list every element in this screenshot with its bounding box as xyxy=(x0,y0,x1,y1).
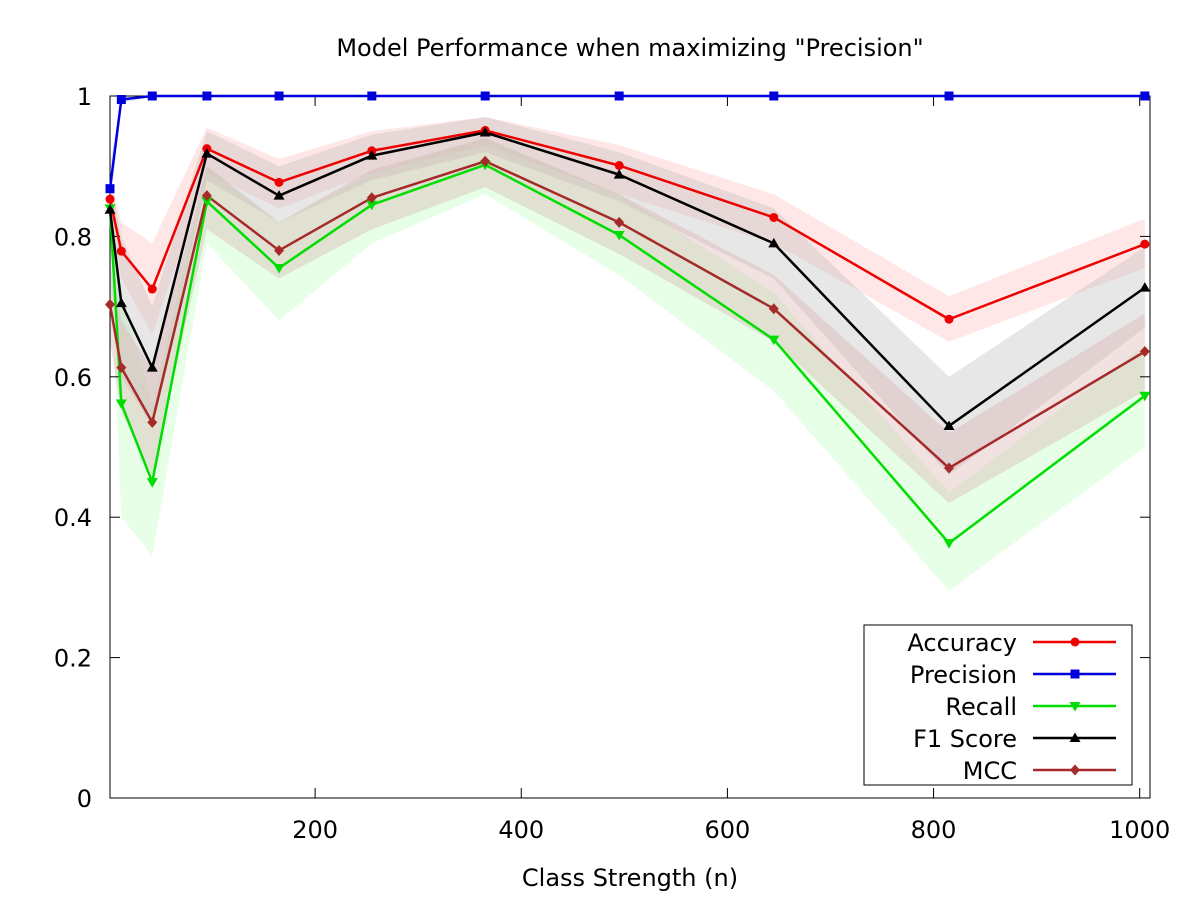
data-point-recall xyxy=(613,230,625,241)
legend-marker-recall xyxy=(1069,702,1081,712)
data-point-recall xyxy=(201,197,213,207)
data-point-accuracy xyxy=(274,177,284,187)
error-bands xyxy=(110,96,1145,591)
band-accuracy xyxy=(110,117,1145,342)
data-point-f1-score xyxy=(366,150,378,160)
legend-label-accuracy: Accuracy xyxy=(907,629,1017,657)
data-point-f1-score xyxy=(613,169,625,179)
data-point-accuracy xyxy=(147,284,157,294)
band-recall xyxy=(110,138,1145,591)
data-point-f1-score xyxy=(943,420,955,430)
data-point-mcc xyxy=(768,303,779,315)
legend-label-recall: Recall xyxy=(945,693,1017,721)
data-point-recall xyxy=(115,399,127,409)
data-point-precision xyxy=(367,91,377,101)
legend-marker-accuracy xyxy=(1070,637,1080,647)
data-point-precision xyxy=(105,184,115,194)
data-point-f1-score xyxy=(1139,282,1151,292)
data-point-precision xyxy=(480,91,490,101)
legend-label-f1-score: F1 Score xyxy=(913,725,1017,753)
data-point-accuracy xyxy=(769,212,779,222)
data-point-mcc xyxy=(480,155,491,167)
y-tick-label: 0.8 xyxy=(54,223,92,251)
data-point-f1-score xyxy=(273,190,285,200)
data-point-recall xyxy=(943,539,955,549)
legend-label-mcc: MCC xyxy=(963,757,1017,785)
x-tick-label: 600 xyxy=(704,816,750,844)
legend-marker-f1-score xyxy=(1069,732,1081,742)
data-point-mcc xyxy=(944,462,955,474)
data-point-mcc xyxy=(105,298,115,310)
y-tick-label: 0.6 xyxy=(54,364,92,392)
x-tick-label: 800 xyxy=(911,816,957,844)
legend-label-precision: Precision xyxy=(910,661,1017,689)
y-tick-label: 0.4 xyxy=(54,504,92,532)
data-point-f1-score xyxy=(479,127,491,137)
data-point-recall xyxy=(366,200,378,211)
data-point-accuracy xyxy=(614,160,624,170)
legend: Accuracy Precision Recall F1 Score MCC xyxy=(863,624,1133,786)
data-point-recall xyxy=(273,263,285,274)
data-point-accuracy xyxy=(944,314,954,324)
data-point-mcc xyxy=(1139,346,1150,358)
chart-title: Model Performance when maximizing "Preci… xyxy=(336,34,923,62)
series-markers xyxy=(104,91,1151,549)
data-point-recall xyxy=(768,335,780,346)
legend-marker-mcc xyxy=(1070,764,1080,776)
data-point-mcc xyxy=(274,244,285,256)
x-axis-label: Class Strength (n) xyxy=(522,864,738,892)
data-point-mcc xyxy=(116,362,127,374)
legend-marker-precision xyxy=(1070,669,1080,679)
data-point-precision xyxy=(769,91,779,101)
data-point-precision xyxy=(1140,91,1150,101)
data-point-f1-score xyxy=(201,148,213,158)
y-tick-label: 0.2 xyxy=(54,645,92,673)
data-point-precision xyxy=(147,91,157,101)
y-tick-label: 1 xyxy=(77,83,92,111)
data-point-precision xyxy=(202,91,212,101)
data-point-f1-score xyxy=(768,237,780,248)
data-point-precision xyxy=(116,95,126,105)
data-point-mcc xyxy=(366,192,377,204)
data-point-mcc xyxy=(614,216,625,228)
data-point-accuracy xyxy=(116,246,126,256)
x-tick-label: 400 xyxy=(498,816,544,844)
x-tick-label: 1000 xyxy=(1109,816,1170,844)
data-point-precision xyxy=(274,91,284,101)
data-point-mcc xyxy=(147,416,158,428)
y-tick-label: 0 xyxy=(77,785,92,813)
band-f1-score xyxy=(110,117,1145,476)
data-point-accuracy xyxy=(105,194,115,204)
data-point-f1-score xyxy=(104,204,116,214)
x-tick-label: 200 xyxy=(292,816,338,844)
data-point-precision xyxy=(944,91,954,101)
data-point-f1-score xyxy=(146,362,158,372)
data-point-recall xyxy=(146,478,158,488)
data-point-mcc xyxy=(201,190,212,202)
data-point-f1-score xyxy=(115,297,127,308)
data-point-precision xyxy=(614,91,624,101)
data-point-recall xyxy=(1139,391,1151,402)
data-point-accuracy xyxy=(1140,239,1150,249)
